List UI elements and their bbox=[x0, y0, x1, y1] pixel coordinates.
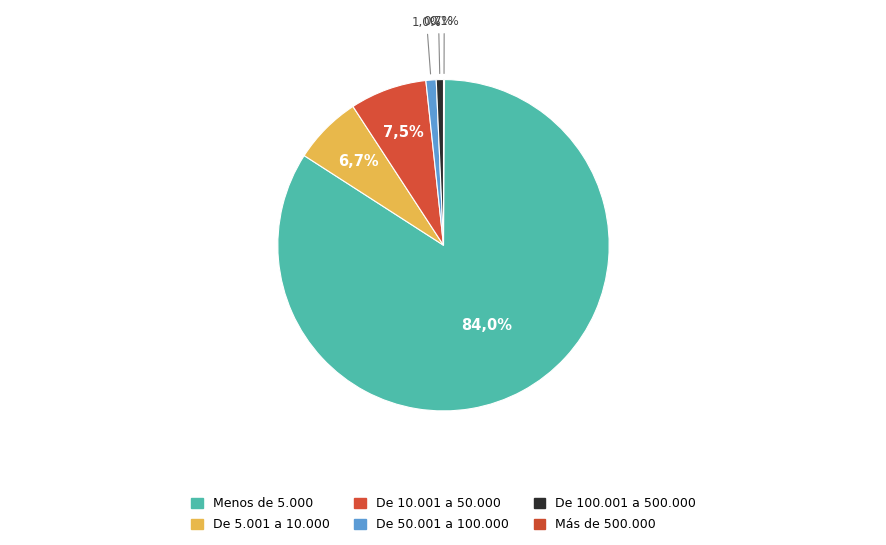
Wedge shape bbox=[443, 80, 444, 245]
Text: 0,1%: 0,1% bbox=[429, 15, 459, 74]
Wedge shape bbox=[425, 80, 443, 245]
Text: 1,0%: 1,0% bbox=[411, 16, 441, 74]
Text: 7,5%: 7,5% bbox=[383, 125, 424, 141]
Wedge shape bbox=[436, 80, 443, 245]
Wedge shape bbox=[277, 80, 609, 411]
Text: 6,7%: 6,7% bbox=[338, 154, 379, 168]
Text: 84,0%: 84,0% bbox=[461, 318, 512, 333]
Wedge shape bbox=[304, 106, 443, 245]
Legend: Menos de 5.000, De 5.001 a 10.000, De 10.001 a 50.000, De 50.001 a 100.000, De 1: Menos de 5.000, De 5.001 a 10.000, De 10… bbox=[185, 491, 701, 537]
Text: 0,7%: 0,7% bbox=[424, 15, 453, 74]
Wedge shape bbox=[353, 81, 443, 245]
